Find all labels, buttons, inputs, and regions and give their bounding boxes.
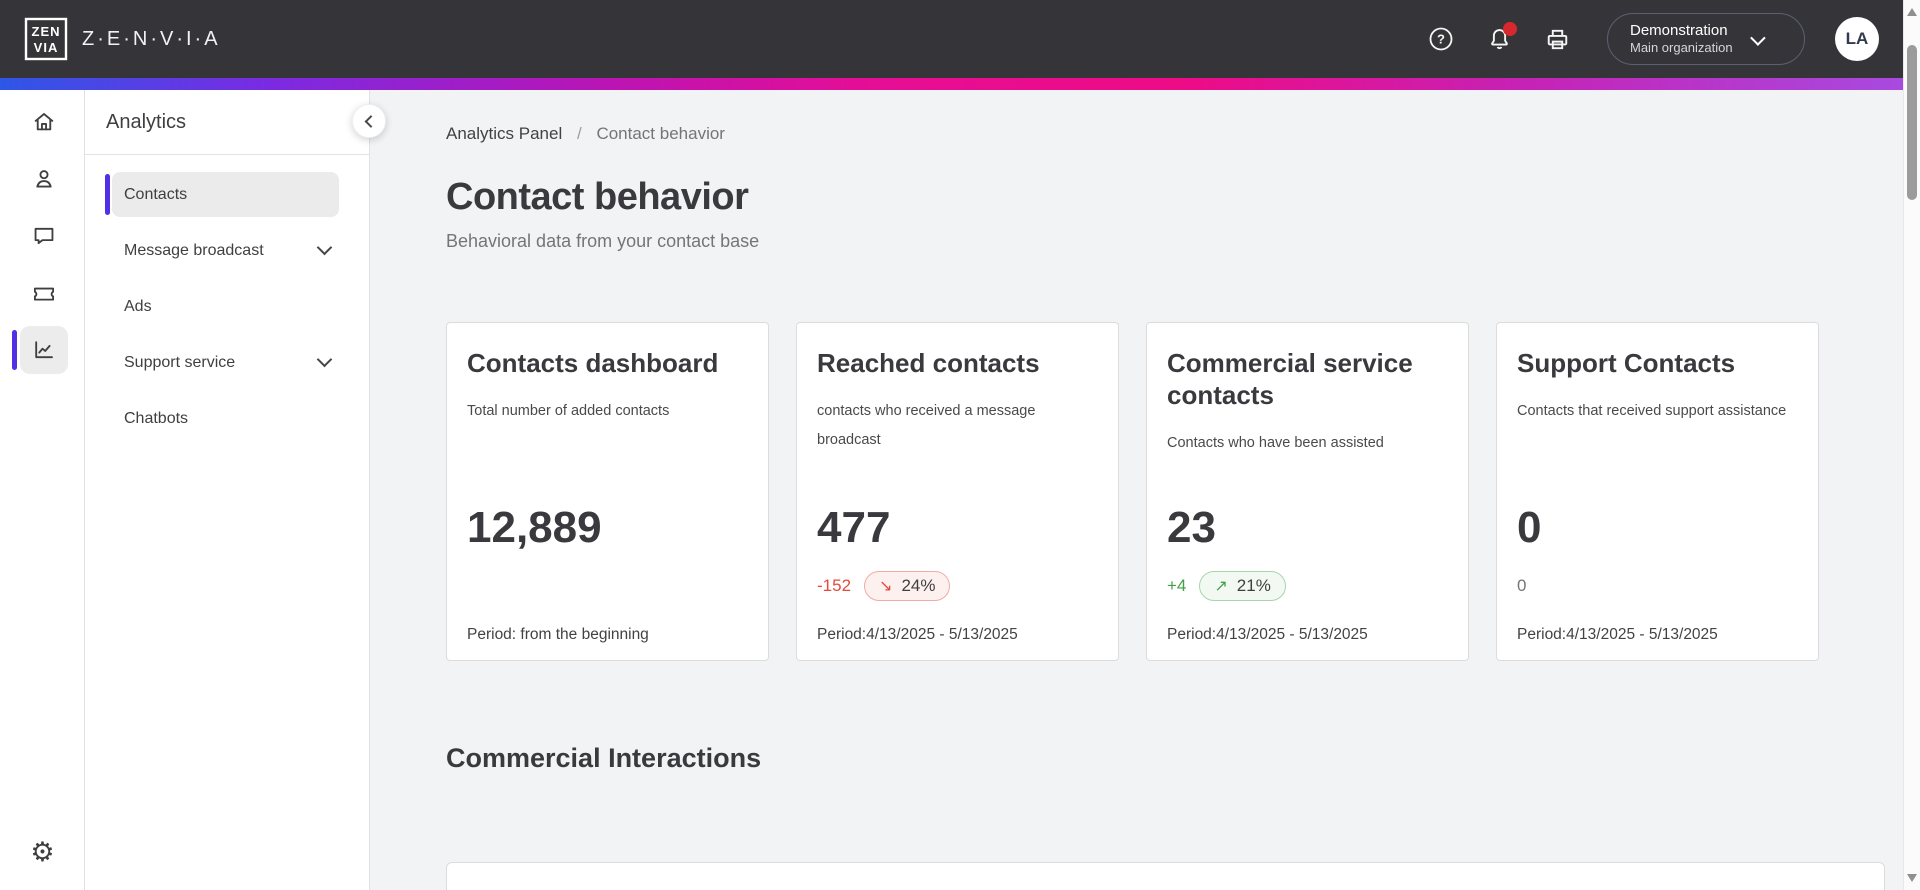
organization-selector[interactable]: Demonstration Main organization [1607, 13, 1805, 65]
notification-badge [1503, 22, 1517, 36]
content-area: Analytics Panel / Contact behavior Conta… [370, 90, 1903, 890]
top-bar-actions: ? Demonstration Main organization LA [1427, 13, 1879, 65]
card-period: Period:4/13/2025 - 5/13/2025 [1517, 626, 1718, 643]
main-row: ⚙ Analytics Contacts Message broadcast Ads… [0, 90, 1903, 890]
kpi-card: Commercial service contacts Contacts who … [1146, 322, 1469, 661]
card-delta-row: -152 ↘ 24% [817, 569, 951, 603]
chevron-down-icon [1749, 29, 1766, 46]
breadcrumb: Analytics Panel / Contact behavior [446, 124, 1885, 144]
sidebar-item-label: Chatbots [124, 409, 189, 427]
help-button[interactable]: ? [1427, 25, 1455, 53]
chevron-left-icon [364, 114, 377, 128]
rail-item-home[interactable] [0, 98, 85, 146]
trend-badge: ↗ 21% [1199, 571, 1286, 601]
sidebar-item-message-broadcast[interactable]: Message broadcast [85, 228, 369, 273]
ticket-icon [20, 269, 68, 317]
card-description: contacts who received a message broadcas… [817, 403, 1036, 448]
card-description: Contacts that received support assistanc… [1517, 403, 1787, 419]
card-value: 0 [1517, 503, 1542, 552]
chat-bubble-icon [20, 212, 68, 260]
card-delta-row: 0 [1517, 569, 1526, 603]
icon-rail: ⚙ [0, 90, 85, 890]
printer-icon [1547, 29, 1567, 49]
notifications-button[interactable] [1485, 22, 1517, 53]
home-icon [20, 98, 68, 146]
rail-item-analytics[interactable] [0, 326, 85, 374]
sidebar-item-chatbots[interactable]: Chatbots [85, 396, 369, 441]
kpi-cards-row: Contacts dashboard Total number of added … [446, 322, 1885, 661]
brand-name: Z·E·N·V·I·A [82, 27, 221, 50]
selected-highlight [112, 172, 339, 217]
commercial-interactions-card [446, 862, 1885, 890]
trend-badge: ↘ 24% [864, 571, 951, 601]
chevron-down-icon [316, 239, 333, 256]
card-title: Contacts dashboard [467, 348, 719, 378]
analytics-sidebar: Analytics Contacts Message broadcast Ads Su… [85, 90, 386, 890]
sidebar-item-label: Ads [124, 297, 152, 315]
scrollbar-up-arrow[interactable] [1907, 8, 1917, 16]
card-value: 12,889 [467, 503, 602, 552]
sidebar-item-label: Support service [124, 353, 236, 371]
svg-text:ZEN: ZEN [32, 24, 61, 39]
rail-item-conversations[interactable] [0, 212, 85, 260]
trend-up-arrow-icon: ↗ [1214, 578, 1228, 595]
card-period: Period: from the beginning [467, 626, 649, 643]
trend-percent: 21% [1236, 576, 1271, 595]
trend-percent: 24% [901, 576, 936, 595]
brand-gradient-bar [0, 78, 1903, 90]
top-bar: ZEN VIA Z·E·N·V·I·A ? [0, 0, 1903, 78]
printer-button[interactable] [1543, 25, 1571, 53]
card-description: Contacts who have been assisted [1167, 435, 1384, 451]
card-delta-row: +4 ↗ 21% [1167, 569, 1286, 603]
page-subtitle: Behavioral data from your contact base [446, 231, 760, 251]
page-title: Contact behavior [446, 176, 749, 218]
sidebar-collapse-button[interactable] [352, 104, 386, 138]
person-icon [20, 155, 68, 203]
page-scrollbar [1903, 0, 1920, 890]
settings-button[interactable]: ⚙ [0, 828, 85, 876]
card-value: 477 [817, 503, 891, 552]
trend-down-arrow-icon: ↘ [879, 578, 893, 595]
help-icon: ? [1429, 27, 1453, 51]
zenvia-logo-icon: ZEN VIA [24, 17, 68, 61]
breadcrumb-current: Contact behavior [596, 124, 725, 143]
sidebar-item-label: Message broadcast [124, 241, 264, 259]
sidebar-item-ads[interactable]: Ads [85, 284, 369, 329]
sidebar-title: Analytics [85, 90, 369, 155]
card-title: Support Contacts [1517, 348, 1736, 378]
card-period: Period:4/13/2025 - 5/13/2025 [817, 626, 1018, 643]
card-title: Reached contacts [817, 348, 1040, 378]
brand: ZEN VIA Z·E·N·V·I·A [24, 17, 221, 61]
breadcrumb-separator: / [576, 124, 582, 143]
sidebar-item-support-service[interactable]: Support service [85, 340, 369, 385]
section-title: Commercial Interactions [446, 743, 762, 773]
sidebar-item-label: Contacts [124, 185, 188, 203]
scrollbar-thumb[interactable] [1907, 45, 1917, 200]
chevron-down-icon [316, 351, 333, 368]
sidebar-items: Contacts Message broadcast Ads Support serv… [85, 155, 369, 441]
card-description: Total number of added contacts [467, 403, 670, 419]
delta-value: -152 [817, 576, 852, 595]
card-value: 23 [1167, 503, 1216, 552]
gear-icon: ⚙ [30, 836, 55, 868]
svg-text:?: ? [1437, 32, 1445, 47]
rail-item-contacts[interactable] [0, 155, 85, 203]
kpi-card: Reached contacts contacts who received a … [796, 322, 1119, 661]
sidebar-item-contacts[interactable]: Contacts [85, 172, 369, 217]
svg-text:VIA: VIA [34, 40, 59, 55]
card-period: Period:4/13/2025 - 5/13/2025 [1167, 626, 1368, 643]
breadcrumb-parent-link[interactable]: Analytics Panel [446, 124, 563, 143]
scrollbar-down-arrow[interactable] [1907, 874, 1917, 882]
delta-value: 0 [1517, 576, 1527, 595]
rail-item-campaigns[interactable] [0, 269, 85, 317]
kpi-card: Contacts dashboard Total number of added … [446, 322, 769, 661]
organization-text: Demonstration Main organization [1630, 22, 1733, 57]
user-avatar[interactable]: LA [1835, 17, 1879, 61]
line-chart-icon [20, 326, 68, 374]
organization-name: Demonstration [1630, 21, 1728, 39]
organization-subtitle: Main organization [1630, 40, 1733, 56]
delta-value: +4 [1167, 576, 1187, 595]
kpi-card: Support Contacts Contacts that received s… [1496, 322, 1819, 661]
card-title: Commercial service contacts [1167, 348, 1413, 410]
